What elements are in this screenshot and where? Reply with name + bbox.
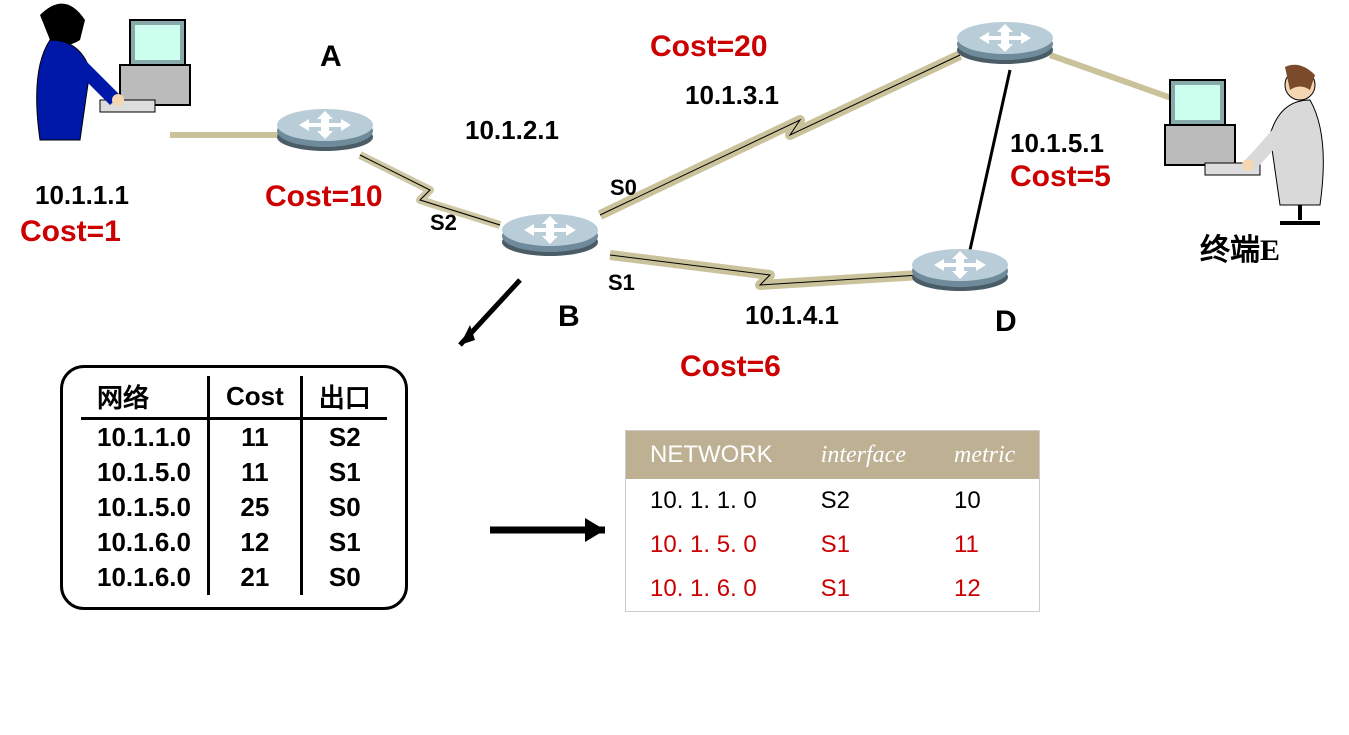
table-row: 10.1.6.012S1 [81,525,387,560]
ip-5: 10.1.5.1 [1010,128,1104,159]
t1-h-cost: Cost [208,376,301,419]
t2-net: 10. 1. 6. 0 [626,567,797,612]
t1-net: 10.1.1.0 [81,419,208,456]
cost-5: Cost=5 [1010,160,1111,194]
router-C [955,18,1055,66]
t1-h-out: 出口 [301,376,387,419]
t2-h-iface: interface [797,431,930,480]
label-D: D [995,305,1017,339]
t1-h-net: 网络 [81,376,208,419]
t1-out: S0 [301,560,387,595]
ip-1: 10.1.1.1 [35,180,129,211]
t1-out: S1 [301,455,387,490]
label-terminalE: 终端E [1200,225,1280,269]
t1-cost: 21 [208,560,301,595]
t1-cost: 25 [208,490,301,525]
label-S1: S1 [608,270,635,296]
router-B [500,210,600,258]
table-row: 10. 1. 5. 0S111 [626,523,1040,567]
t1-out: S1 [301,525,387,560]
t2-metric: 10 [930,479,1040,523]
table-row: 10. 1. 6. 0S112 [626,567,1040,612]
table-row: 10.1.5.011S1 [81,455,387,490]
t2-metric: 12 [930,567,1040,612]
cost-6: Cost=6 [680,350,781,384]
table-row: 10.1.5.025S0 [81,490,387,525]
t1-net: 10.1.5.0 [81,455,208,490]
t2-iface: S1 [797,523,930,567]
t2-net: 10. 1. 1. 0 [626,479,797,523]
t1-net: 10.1.5.0 [81,490,208,525]
t2-iface: S2 [797,479,930,523]
router-D [910,245,1010,293]
router-A [275,105,375,153]
label-S2: S2 [430,210,457,236]
table-row: 10.1.6.021S0 [81,560,387,595]
t1-net: 10.1.6.0 [81,525,208,560]
t1-net: 10.1.6.0 [81,560,208,595]
t2-h-metric: metric [930,431,1040,480]
t1-out: S0 [301,490,387,525]
t1-cost: 12 [208,525,301,560]
label-S0: S0 [610,175,637,201]
t1-cost: 11 [208,455,301,490]
t1-cost: 11 [208,419,301,456]
cost-10: Cost=10 [265,180,383,214]
ip-4: 10.1.4.1 [745,300,839,331]
cost-1: Cost=1 [20,215,121,249]
ip-2: 10.1.2.1 [465,115,559,146]
label-B: B [558,300,580,334]
user-left [20,0,200,160]
routing-table-best: NETWORK interface metric 10. 1. 1. 0S210… [625,430,1040,612]
ip-3: 10.1.3.1 [685,80,779,111]
t1-out: S2 [301,419,387,456]
user-right [1150,55,1340,225]
cost-20: Cost=20 [650,30,768,64]
t2-h-net: NETWORK [626,431,797,480]
table-row: 10. 1. 1. 0S210 [626,479,1040,523]
routing-table-full: 网络 Cost 出口 10.1.1.011S210.1.5.011S110.1.… [60,365,408,610]
label-A: A [320,40,342,74]
t2-iface: S1 [797,567,930,612]
table-row: 10.1.1.011S2 [81,419,387,456]
t2-metric: 11 [930,523,1040,567]
t2-net: 10. 1. 5. 0 [626,523,797,567]
